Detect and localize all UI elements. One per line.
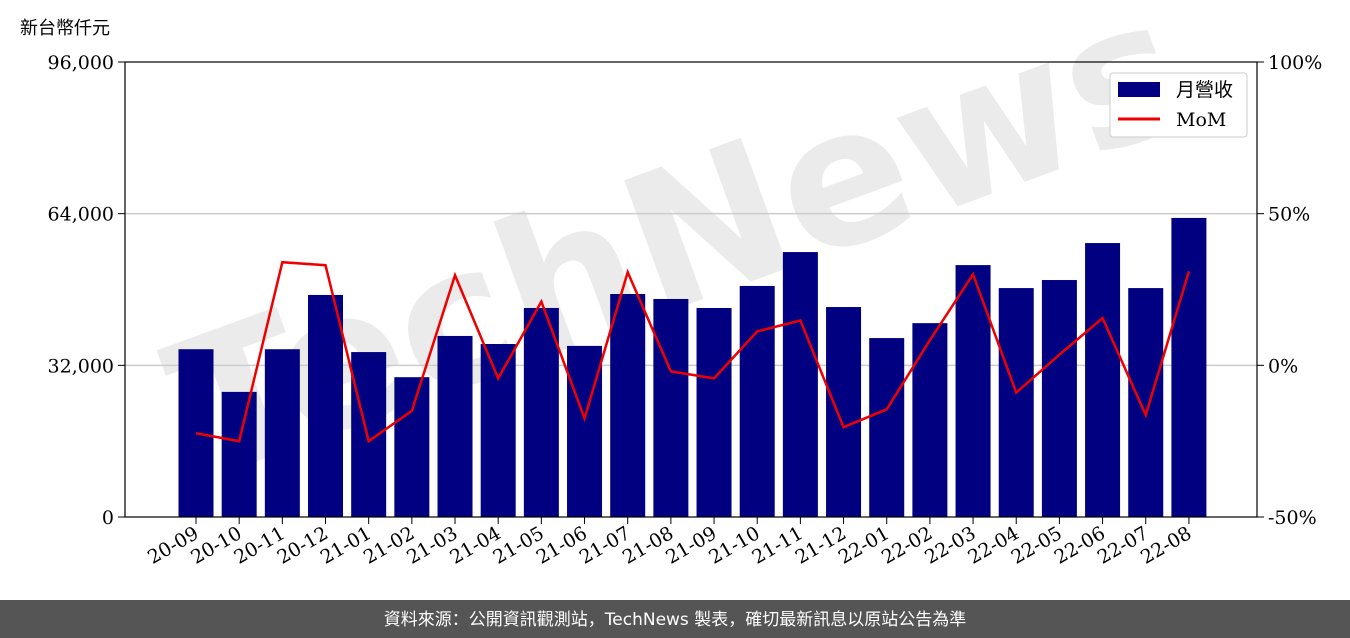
y2-tick-label: 0% [1268, 355, 1298, 377]
bar [696, 307, 732, 517]
bar [869, 338, 905, 517]
bar [567, 345, 603, 517]
bar [1041, 280, 1077, 517]
y2-tick-label: 50% [1268, 204, 1310, 226]
bar [308, 294, 344, 517]
bar [264, 349, 300, 517]
bar [912, 323, 948, 517]
y-tick-label: 0 [102, 507, 114, 529]
legend-swatch [1118, 82, 1160, 97]
plot-frame [124, 61, 1258, 518]
y2-tick-label: -50% [1268, 507, 1317, 529]
y-tick-label: 96,000 [48, 52, 114, 74]
legend-label: MoM [1176, 109, 1226, 131]
bar [523, 307, 559, 517]
y2-tick-label: 100% [1268, 52, 1322, 74]
bar [826, 307, 862, 517]
bar [1171, 217, 1207, 517]
y-axis-label: 新台幣仟元 [20, 18, 110, 39]
bar [394, 377, 430, 517]
bar [610, 294, 646, 517]
bar [221, 391, 257, 517]
bar [351, 352, 387, 517]
mom-line [195, 260, 1191, 444]
legend-label: 月營收 [1176, 79, 1233, 101]
bar [480, 344, 516, 517]
bar [653, 298, 689, 517]
bar [1128, 288, 1164, 517]
bar [739, 285, 775, 517]
source-note: 資料來源：公開資訊觀測站，TechNews 製表，確切最新訊息以原站公告為準 [384, 610, 966, 630]
bar [437, 335, 473, 517]
bar [955, 265, 991, 517]
bar [998, 288, 1034, 517]
footer-bar [0, 600, 1350, 638]
y-tick-label: 64,000 [48, 204, 114, 226]
bar [1085, 243, 1121, 518]
x-tick-label: 22-08 [1137, 522, 1195, 568]
bar [782, 252, 818, 517]
y-tick-label: 32,000 [48, 355, 114, 377]
bar [178, 349, 214, 517]
